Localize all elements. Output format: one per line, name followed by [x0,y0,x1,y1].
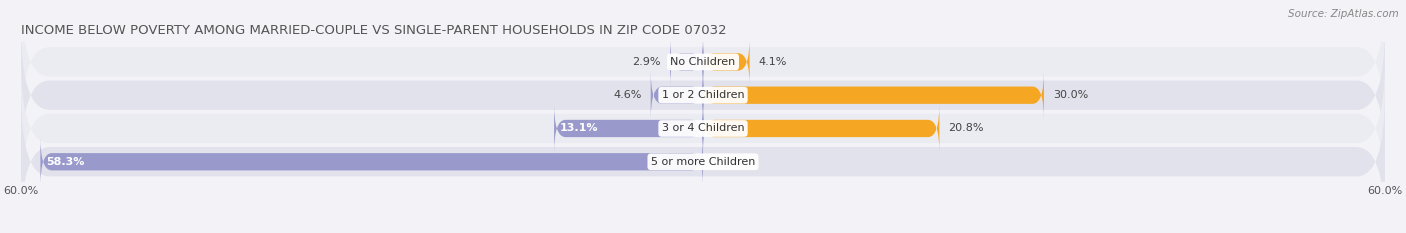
FancyBboxPatch shape [21,27,1385,164]
FancyBboxPatch shape [703,104,939,153]
Text: 13.1%: 13.1% [560,123,599,134]
Text: 4.6%: 4.6% [613,90,641,100]
Text: INCOME BELOW POVERTY AMONG MARRIED-COUPLE VS SINGLE-PARENT HOUSEHOLDS IN ZIP COD: INCOME BELOW POVERTY AMONG MARRIED-COUPL… [21,24,727,37]
FancyBboxPatch shape [651,71,703,120]
Text: Source: ZipAtlas.com: Source: ZipAtlas.com [1288,9,1399,19]
Text: 30.0%: 30.0% [1053,90,1088,100]
FancyBboxPatch shape [671,37,703,86]
Text: 3 or 4 Children: 3 or 4 Children [662,123,744,134]
FancyBboxPatch shape [21,60,1385,197]
FancyBboxPatch shape [21,93,1385,230]
FancyBboxPatch shape [703,37,749,86]
Text: No Children: No Children [671,57,735,67]
FancyBboxPatch shape [703,71,1045,120]
Text: 1 or 2 Children: 1 or 2 Children [662,90,744,100]
FancyBboxPatch shape [21,0,1385,130]
Text: 2.9%: 2.9% [633,57,661,67]
Text: 20.8%: 20.8% [949,123,984,134]
Text: 4.1%: 4.1% [759,57,787,67]
Text: 0.0%: 0.0% [711,157,741,167]
FancyBboxPatch shape [41,137,703,186]
Text: 5 or more Children: 5 or more Children [651,157,755,167]
FancyBboxPatch shape [554,104,703,153]
Text: 58.3%: 58.3% [46,157,84,167]
